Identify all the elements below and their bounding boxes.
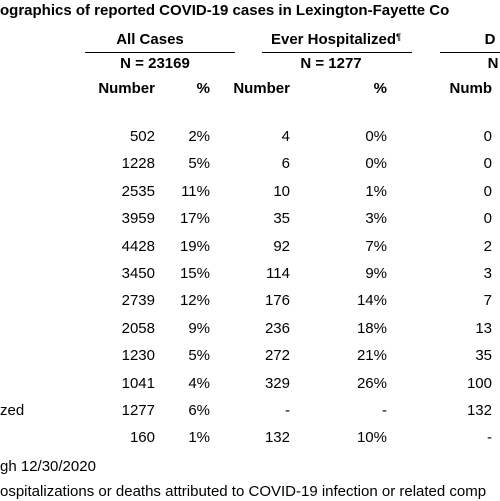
- cell: 132: [466, 402, 492, 419]
- cell: 17%: [179, 210, 210, 228]
- cell: 9%: [365, 265, 387, 282]
- column-header: Number: [233, 80, 290, 97]
- cell: 15%: [179, 265, 210, 282]
- cell: 3%: [365, 210, 387, 228]
- column-header: %: [373, 80, 387, 97]
- cell: 5%: [188, 155, 210, 173]
- row-label: zed: [0, 402, 25, 419]
- title: ographics of reported COVID-19 cases in …: [0, 2, 450, 19]
- column-header: Numb: [449, 80, 493, 97]
- cell: 7%: [365, 237, 387, 255]
- cell: 0: [483, 210, 492, 228]
- cell: 2%: [188, 128, 210, 145]
- cell: 4: [281, 128, 290, 145]
- cell: 14%: [356, 292, 387, 310]
- cell: 2058: [121, 319, 155, 337]
- cell: 0: [483, 128, 492, 145]
- cell: 2: [483, 237, 492, 255]
- cell: 236: [264, 319, 290, 337]
- cell: 2739: [121, 292, 155, 310]
- cell: 3: [483, 265, 492, 282]
- cell: 35: [273, 210, 290, 228]
- cell: 100: [466, 374, 492, 392]
- cell: 1230: [121, 347, 155, 365]
- footnote-mark: ¶: [396, 32, 402, 42]
- cell: 13: [475, 319, 492, 337]
- cell: 502: [129, 128, 155, 145]
- cell: 9%: [188, 319, 210, 337]
- cell: 1228: [121, 155, 155, 173]
- group-n: N = 23169: [120, 55, 190, 72]
- cell: 21%: [356, 347, 387, 365]
- cell: -: [487, 429, 492, 447]
- cell: 26%: [356, 374, 387, 392]
- cell: 0%: [365, 155, 387, 173]
- cell: 114: [266, 265, 290, 282]
- footnote: gh 12/30/2020: [0, 458, 96, 475]
- cell: 3959: [121, 210, 155, 228]
- cell: 176: [264, 292, 290, 310]
- cell: 272: [264, 347, 290, 365]
- cell: 1%: [188, 429, 210, 447]
- cell: 10%: [356, 429, 387, 447]
- cell: 12%: [179, 292, 210, 310]
- column-header: Number: [98, 80, 155, 97]
- group-header: D: [484, 31, 496, 48]
- group-header: Ever Hospitalized¶: [270, 31, 402, 48]
- cell: 35: [475, 347, 492, 365]
- cell: 3450: [121, 265, 155, 282]
- group-n: N: [487, 55, 499, 72]
- cell: 0: [483, 155, 492, 173]
- cell: 1041: [121, 374, 155, 392]
- cell: 160: [129, 429, 155, 447]
- cell: 7: [483, 292, 492, 310]
- cell: 2535: [121, 182, 155, 200]
- cell: 6: [281, 155, 290, 173]
- rule: [85, 52, 235, 53]
- cell: -: [382, 402, 387, 419]
- cell: 6%: [188, 402, 210, 419]
- cell: -: [285, 402, 290, 419]
- cell: 1%: [365, 182, 387, 200]
- cell: 92: [273, 237, 290, 255]
- cell: 11%: [181, 182, 210, 200]
- cell: 19%: [179, 237, 210, 255]
- cell: 132: [264, 429, 290, 447]
- cell: 0: [483, 182, 492, 200]
- cell: 4%: [188, 374, 210, 392]
- cell: 18%: [356, 319, 387, 337]
- cell: 329: [264, 374, 290, 392]
- cell: 0%: [365, 128, 387, 145]
- column-header: %: [196, 80, 210, 97]
- footnote: ospitalizations or deaths attributed to …: [0, 483, 487, 500]
- group-n: N = 1277: [300, 55, 362, 72]
- group-header: All Cases: [116, 31, 184, 48]
- cell: 10: [273, 182, 290, 200]
- rule: [262, 52, 412, 53]
- rule: [440, 52, 500, 53]
- cell: 1277: [121, 402, 155, 419]
- cell: 4428: [121, 237, 155, 255]
- cell: 5%: [188, 347, 210, 365]
